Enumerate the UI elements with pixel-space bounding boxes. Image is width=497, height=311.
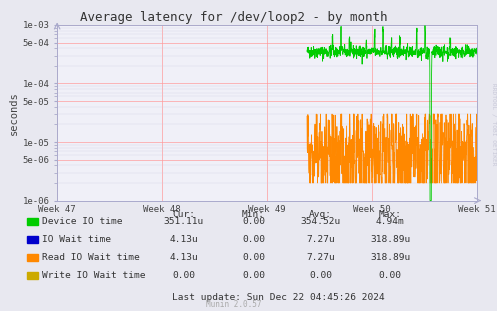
Text: IO Wait time: IO Wait time — [42, 235, 111, 244]
Text: Avg:: Avg: — [309, 210, 332, 219]
Text: Read IO Wait time: Read IO Wait time — [42, 253, 140, 262]
Text: Write IO Wait time: Write IO Wait time — [42, 272, 145, 280]
Text: 0.00: 0.00 — [379, 272, 402, 280]
Text: 4.94m: 4.94m — [376, 217, 405, 226]
Text: Average latency for /dev/loop2 - by month: Average latency for /dev/loop2 - by mont… — [80, 11, 387, 24]
Text: 354.52u: 354.52u — [301, 217, 340, 226]
Text: Cur:: Cur: — [172, 210, 195, 219]
Text: Min:: Min: — [242, 210, 265, 219]
Text: 318.89u: 318.89u — [370, 253, 410, 262]
Text: Munin 2.0.57: Munin 2.0.57 — [206, 299, 261, 309]
Text: 7.27u: 7.27u — [306, 253, 335, 262]
Text: 0.00: 0.00 — [242, 217, 265, 226]
Text: 0.00: 0.00 — [242, 253, 265, 262]
Text: 7.27u: 7.27u — [306, 235, 335, 244]
Text: RRDTOOL / TOBI OETIKER: RRDTOOL / TOBI OETIKER — [491, 83, 496, 166]
Text: 0.00: 0.00 — [172, 272, 195, 280]
Text: 318.89u: 318.89u — [370, 235, 410, 244]
Text: 0.00: 0.00 — [242, 272, 265, 280]
Text: Last update: Sun Dec 22 04:45:26 2024: Last update: Sun Dec 22 04:45:26 2024 — [172, 293, 385, 302]
Text: 0.00: 0.00 — [242, 235, 265, 244]
Text: 4.13u: 4.13u — [169, 235, 198, 244]
Y-axis label: seconds: seconds — [8, 91, 18, 135]
Text: Device IO time: Device IO time — [42, 217, 122, 226]
Text: 4.13u: 4.13u — [169, 253, 198, 262]
Text: 351.11u: 351.11u — [164, 217, 204, 226]
Text: Max:: Max: — [379, 210, 402, 219]
Text: 0.00: 0.00 — [309, 272, 332, 280]
